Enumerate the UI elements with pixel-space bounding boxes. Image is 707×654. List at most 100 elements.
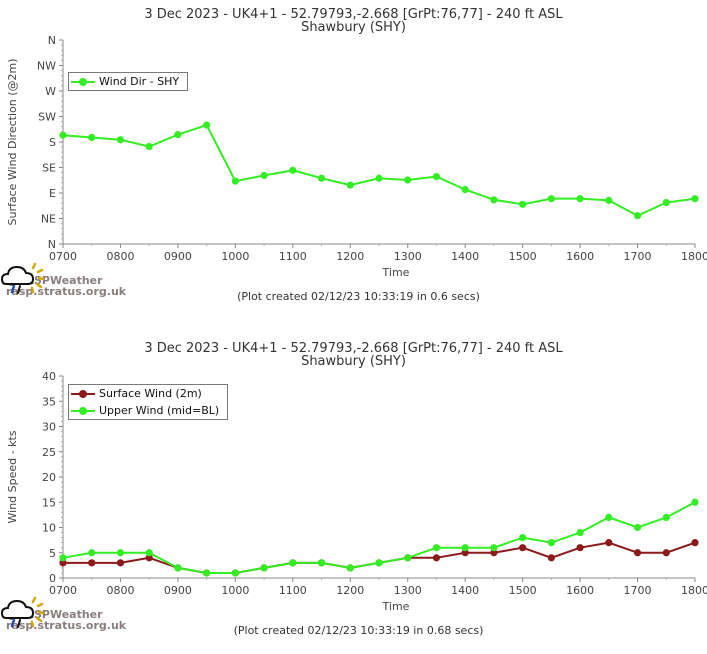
series-line	[62, 123, 696, 217]
x-tick-label: 1000	[221, 584, 249, 597]
wind-speed-panel: 3 Dec 2023 - UK4+1 - 52.79793,-2.668 [Gr…	[0, 334, 707, 654]
y-tick-label: 5	[49, 547, 56, 560]
x-tick-label: 1300	[394, 250, 422, 263]
x-tick-label: 0700	[49, 584, 77, 597]
data-point	[260, 564, 268, 572]
data-point	[490, 549, 498, 557]
x-tick-label: 0900	[164, 584, 192, 597]
legend-item: Wind Dir - SHY	[69, 73, 187, 90]
x-tick-label: 1200	[336, 250, 364, 263]
data-point	[88, 549, 96, 557]
data-point	[59, 554, 67, 562]
cloud-rain-sun-icon	[0, 262, 44, 294]
data-point	[691, 539, 699, 547]
data-point	[576, 195, 584, 203]
y-tick-label: S	[49, 136, 56, 149]
data-point	[88, 133, 96, 142]
brand-url: rasp.stratus.org.uk	[6, 619, 127, 632]
y-tick-label: 10	[42, 522, 56, 535]
data-point	[576, 544, 584, 552]
data-point	[289, 559, 297, 567]
data-point	[88, 559, 96, 567]
legend-label: Wind Dir - SHY	[99, 75, 180, 88]
data-point	[605, 196, 613, 204]
data-point	[432, 172, 441, 181]
data-point	[490, 196, 498, 204]
y-tick-label: 35	[42, 395, 56, 408]
plot-created-note: (Plot created 02/12/23 10:33:19 in 0.6 s…	[237, 290, 480, 303]
data-point	[260, 171, 268, 180]
chart-title: 3 Dec 2023 - UK4+1 - 52.79793,-2.668 [Gr…	[144, 7, 563, 22]
data-point	[346, 564, 354, 572]
data-point	[145, 142, 153, 151]
x-tick-label: 1500	[509, 250, 537, 263]
data-point	[547, 195, 555, 203]
y-tick-label: N	[48, 238, 56, 251]
x-tick-label: 1700	[624, 584, 652, 597]
cloud-rain-sun-icon	[0, 596, 44, 628]
x-tick-label: 1600	[566, 584, 594, 597]
y-tick-label: W	[45, 85, 56, 98]
data-point	[461, 549, 469, 557]
data-point	[145, 549, 153, 557]
x-tick-label: 1800	[681, 584, 707, 597]
x-tick-label: 0700	[49, 250, 77, 263]
x-tick-label: 1700	[624, 250, 652, 263]
data-point	[116, 549, 125, 557]
data-point	[519, 544, 527, 552]
x-axis-label: Time	[382, 600, 410, 613]
data-point	[231, 569, 239, 577]
x-tick-label: 1400	[451, 584, 479, 597]
data-point	[662, 513, 670, 521]
data-point	[576, 528, 584, 537]
chart-subtitle: Shawbury (SHY)	[301, 20, 406, 35]
data-point	[375, 174, 383, 182]
legend-swatch	[71, 406, 95, 416]
x-tick-label: 0800	[106, 250, 134, 263]
data-point	[116, 136, 125, 144]
y-tick-label: 40	[42, 370, 56, 383]
x-tick-label: 1100	[279, 250, 307, 263]
data-point	[59, 131, 67, 139]
x-tick-label: 1300	[394, 584, 422, 597]
data-point	[633, 523, 642, 532]
data-point	[174, 564, 182, 572]
data-point	[662, 549, 670, 557]
legend-label: Surface Wind (2m)	[99, 387, 202, 400]
data-point	[519, 200, 527, 208]
x-tick-label: 1100	[279, 584, 307, 597]
data-point	[145, 554, 153, 562]
data-point	[432, 554, 441, 562]
plot-created-note: (Plot created 02/12/23 10:33:19 in 0.68 …	[233, 624, 484, 637]
data-point	[116, 559, 125, 567]
data-point	[432, 544, 441, 552]
data-point	[289, 166, 297, 174]
data-point	[317, 174, 326, 182]
data-point	[547, 554, 555, 562]
data-point	[691, 195, 699, 203]
y-tick-label: 15	[42, 496, 56, 509]
data-point	[519, 534, 527, 542]
data-point	[490, 544, 498, 552]
y-tick-label: N	[48, 34, 56, 47]
y-tick-label: 30	[42, 421, 56, 434]
legend-swatch	[71, 77, 95, 87]
legend-swatch	[71, 389, 95, 399]
chart-legend: Surface Wind (2m) Upper Wind (mid=BL)	[68, 384, 229, 420]
chart-subtitle: Shawbury (SHY)	[301, 354, 406, 369]
wind-speed-chart: 0 5 10 15 20 25 30 35 40 0700 0800 0900 1000 1100 1200…	[6, 370, 707, 613]
data-point	[633, 549, 642, 557]
legend-item: Upper Wind (mid=BL)	[69, 402, 227, 419]
data-point	[605, 513, 613, 521]
chart-legend: Wind Dir - SHY	[68, 72, 189, 91]
data-point	[461, 186, 469, 194]
x-tick-label: 1600	[566, 250, 594, 263]
data-point	[203, 121, 211, 129]
data-point	[317, 559, 326, 567]
data-point	[59, 559, 67, 567]
y-axis-label: Surface Wind Direction (@2m)	[6, 58, 19, 225]
data-point	[547, 539, 555, 547]
y-tick-label: SW	[38, 111, 56, 124]
y-tick-label: NW	[37, 60, 56, 73]
data-point	[174, 131, 182, 139]
